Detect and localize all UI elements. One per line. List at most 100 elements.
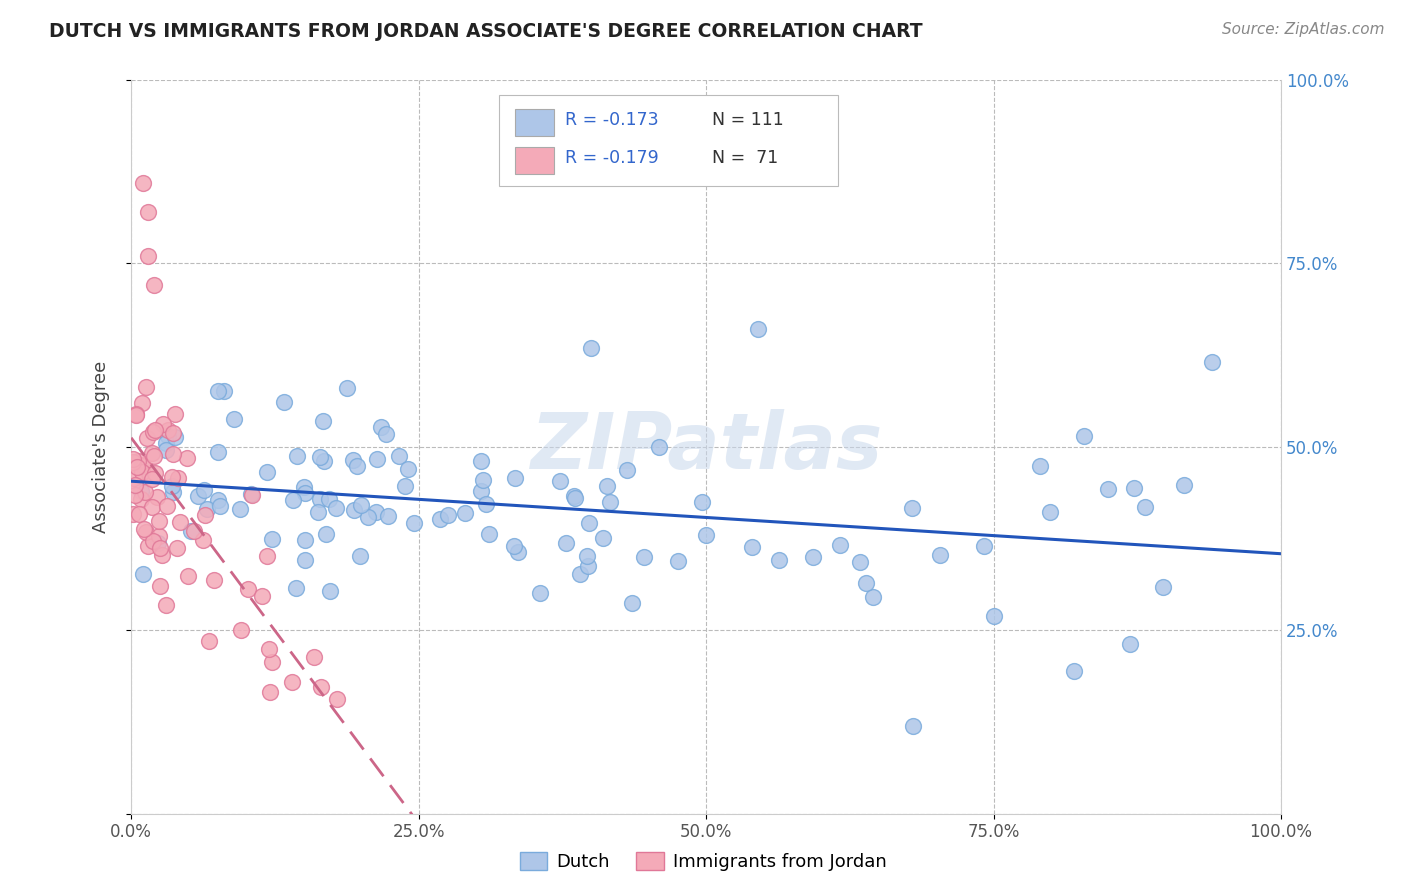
Point <box>576 549 599 563</box>
Text: ZIPatlas: ZIPatlas <box>530 409 882 484</box>
Point <box>326 692 349 706</box>
Point <box>294 533 316 548</box>
Point <box>162 485 184 500</box>
Point <box>239 487 262 501</box>
Text: R = -0.173: R = -0.173 <box>565 112 658 129</box>
Point <box>503 470 526 484</box>
Point <box>143 466 166 480</box>
Point <box>285 581 308 595</box>
Point <box>128 507 150 521</box>
Y-axis label: Associate's Degree: Associate's Degree <box>93 360 110 533</box>
Point <box>396 462 419 476</box>
Point <box>1063 664 1085 678</box>
Point <box>143 423 166 437</box>
Point <box>207 445 229 459</box>
Point <box>747 322 769 336</box>
Point <box>855 576 877 591</box>
Point <box>194 508 217 523</box>
Point <box>1122 481 1144 495</box>
Point <box>155 443 177 458</box>
Point <box>554 535 576 549</box>
Point <box>343 503 366 517</box>
Point <box>862 590 884 604</box>
Point <box>470 453 492 467</box>
Point <box>309 492 332 507</box>
Point <box>166 541 188 555</box>
Point <box>314 454 336 468</box>
Point <box>149 579 172 593</box>
Point <box>228 501 250 516</box>
Point <box>281 675 304 690</box>
Point <box>564 491 586 505</box>
Point <box>138 205 160 219</box>
Point <box>529 586 551 600</box>
Point <box>160 479 183 493</box>
Point <box>125 459 148 474</box>
Point <box>690 494 713 508</box>
Point <box>202 573 225 587</box>
Point <box>350 498 373 512</box>
Point <box>131 396 153 410</box>
Point <box>187 489 209 503</box>
Point <box>131 466 153 480</box>
Point <box>141 500 163 514</box>
Point <box>336 380 359 394</box>
Point <box>308 450 330 465</box>
Point <box>471 473 494 487</box>
Point <box>139 467 162 482</box>
Point <box>142 450 165 464</box>
Point <box>741 541 763 555</box>
Point <box>568 567 591 582</box>
Text: N = 111: N = 111 <box>711 112 783 129</box>
Point <box>125 407 148 421</box>
Point <box>259 685 281 699</box>
Point <box>125 408 148 422</box>
Point <box>222 412 245 426</box>
Point <box>548 475 571 489</box>
Point <box>429 511 451 525</box>
Point <box>162 425 184 440</box>
Point <box>973 539 995 553</box>
Point <box>294 553 316 567</box>
Point <box>229 624 252 638</box>
Point <box>828 538 851 552</box>
Point <box>141 472 163 486</box>
Point <box>319 584 342 599</box>
Point <box>163 407 186 421</box>
Point <box>312 414 335 428</box>
Point <box>848 555 870 569</box>
Point <box>294 480 316 494</box>
Point <box>1119 637 1142 651</box>
Point <box>142 533 165 548</box>
Point <box>648 441 671 455</box>
Point <box>900 500 922 515</box>
Point <box>180 524 202 539</box>
Point <box>474 497 496 511</box>
Point <box>281 493 304 508</box>
Point <box>1039 505 1062 519</box>
Point <box>127 454 149 468</box>
Point <box>621 596 644 610</box>
Point <box>148 514 170 528</box>
Point <box>122 471 145 485</box>
Point <box>346 458 368 473</box>
Point <box>285 449 308 463</box>
FancyBboxPatch shape <box>515 147 554 174</box>
Point <box>257 641 280 656</box>
Point <box>155 598 177 612</box>
Point <box>131 176 153 190</box>
Point <box>436 508 458 523</box>
Point <box>803 549 825 564</box>
Point <box>129 484 152 499</box>
Point <box>768 553 790 567</box>
Point <box>183 524 205 538</box>
Point <box>163 430 186 444</box>
Point <box>132 458 155 473</box>
Point <box>148 528 170 542</box>
Point <box>176 450 198 465</box>
Point <box>122 452 145 467</box>
Point <box>325 500 347 515</box>
Point <box>394 479 416 493</box>
Point <box>470 483 492 498</box>
Point <box>576 559 599 574</box>
